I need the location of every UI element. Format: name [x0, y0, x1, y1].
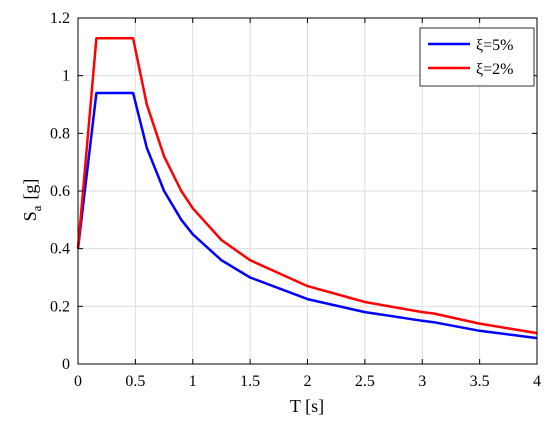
x-tick-label: 1	[189, 373, 197, 390]
y-tick-label: 1	[62, 68, 70, 85]
y-axis-label: Sa[g]	[20, 179, 44, 222]
x-tick-label: 1.5	[240, 373, 260, 390]
x-tick-label: 0.5	[125, 373, 145, 390]
series-line-1	[76, 36, 538, 335]
legend-label-xi5: ξ=5%	[476, 37, 513, 54]
y-tick-label: 0.2	[50, 298, 70, 315]
x-tick-label: 0	[74, 373, 82, 390]
legend: ξ=5% ξ=2%	[419, 27, 535, 87]
y-tick-label: 1.2	[50, 10, 70, 27]
x-tick-label: 2.5	[355, 373, 375, 390]
x-tick-label: 4	[533, 373, 541, 390]
y-tick-label: 0.6	[50, 183, 70, 200]
series-lines	[76, 36, 538, 340]
x-tick-label: 3.5	[470, 373, 490, 390]
axis-ticks: 0 0.5 1 1.5 2 2.5 3 3.5 4 0 0.2 0.4 0.6 0.8 1 1.2	[50, 10, 541, 390]
series-line-0	[76, 91, 538, 340]
y-tick-label: 0	[62, 356, 70, 373]
x-tick-label: 3	[418, 373, 426, 390]
legend-box	[419, 27, 535, 87]
y-tick-label: 0.4	[50, 241, 70, 258]
x-tick-label: 2	[304, 373, 312, 390]
x-axis-label: T [s]	[290, 396, 324, 416]
y-tick-label: 0.8	[50, 125, 70, 142]
legend-label-xi2: ξ=2%	[476, 61, 513, 78]
